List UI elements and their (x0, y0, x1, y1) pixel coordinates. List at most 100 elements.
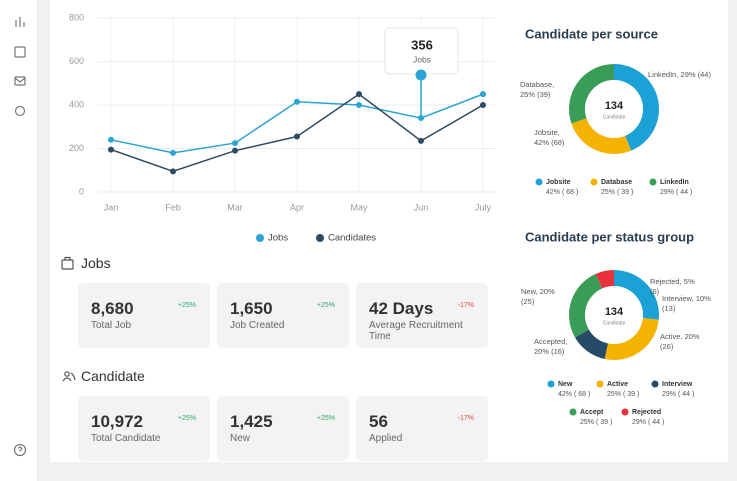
stat-card: 8,680 Total Job +25% (78, 283, 210, 348)
legend-swatch (596, 380, 604, 388)
stat-value: 1,425 (230, 412, 273, 431)
legend-detail: 25% ( 39 ) (580, 419, 612, 426)
y-tick-label: 200 (69, 143, 84, 153)
mail-icon[interactable] (14, 76, 26, 86)
x-tick-label: July (475, 202, 492, 212)
donut-slice (614, 64, 660, 151)
stat-change: +25% (316, 415, 335, 422)
x-tick-label: Mar (227, 202, 243, 212)
stat-label: New (230, 433, 251, 444)
jobs-icon (61, 259, 74, 270)
donut-slice (569, 273, 603, 338)
donut-slice (614, 270, 659, 320)
y-tick-label: 0 (79, 186, 84, 196)
legend-label: Accept (580, 409, 604, 416)
stat-change: -17% (457, 302, 474, 309)
donut-title: Candidate per source (525, 26, 658, 41)
donut-center-label: Candidate (603, 320, 626, 326)
point (480, 102, 486, 108)
callout: Interview, 10% (13) (662, 294, 711, 313)
callout: New, 20% (25) (521, 287, 555, 306)
candidate-icon-body (62, 372, 76, 382)
stat-value: 10,972 (91, 412, 143, 431)
stat-card: 1,650 Job Created +25% (217, 283, 349, 348)
callout: Jobsite, 42% (68) (534, 128, 565, 147)
legend-swatch (256, 234, 264, 242)
x-tick-label: Jun (414, 202, 429, 212)
legend-label: LinkedIn (660, 179, 689, 186)
point (232, 147, 238, 154)
point (294, 133, 300, 140)
point (480, 91, 486, 98)
stat-label: Total Candidate (91, 433, 161, 444)
settings-icon[interactable] (14, 105, 26, 117)
stat-value: 42 Days (369, 299, 434, 318)
stat-card: 42 Days Average Recruitment Time -17% (356, 283, 488, 348)
legend-detail: 25% ( 39 ) (601, 189, 633, 196)
donut-slice (575, 329, 608, 360)
legend-swatch (569, 408, 577, 416)
stat-label: Job Created (230, 320, 285, 331)
stat-label: Applied (369, 433, 403, 444)
stat-change: -17% (457, 415, 474, 422)
donut-slice (571, 118, 632, 154)
stat-card: 56 Applied -17% (356, 396, 488, 461)
point (108, 146, 114, 153)
section-title: Jobs (81, 255, 111, 271)
x-tick-label: Feb (165, 202, 181, 212)
point (170, 168, 176, 175)
stat-change: +25% (177, 302, 196, 309)
legend-detail: 29% ( 44 ) (662, 391, 694, 398)
x-tick-label: May (350, 202, 368, 212)
callout: Rejected, 5% (6) (650, 277, 695, 296)
donut-title: Candidate per status group (525, 229, 694, 244)
y-tick-label: 800 (69, 12, 84, 22)
calendar-icon[interactable] (14, 46, 26, 58)
stat-value: 1,650 (230, 299, 273, 318)
legend-label: Database (601, 179, 632, 186)
x-tick-label: Jan (104, 202, 119, 212)
callout: Database, 25% (39) (520, 80, 555, 99)
section-title: Candidate (81, 368, 145, 384)
donut-hole (585, 286, 643, 344)
legend-swatch (535, 178, 543, 186)
legend-label: Interview (662, 381, 693, 388)
donut-slice (604, 318, 659, 360)
stat-label: Average Recruitment Time (369, 320, 463, 342)
stat-value: 56 (369, 412, 388, 431)
help-icon-mark (17, 446, 23, 452)
stat-card: 10,972 Total Candidate +25% (78, 396, 210, 461)
point (232, 140, 238, 147)
y-tick-label: 400 (69, 99, 84, 109)
stat-change: +25% (316, 302, 335, 309)
legend-label: Jobs (268, 233, 288, 244)
chart-icon[interactable] (15, 17, 25, 27)
mail-icon-flap (14, 77, 26, 83)
jobs-icon-handle (64, 256, 71, 260)
callout: Active, 20% (26) (660, 332, 700, 351)
legend-swatch (651, 380, 659, 388)
point (294, 98, 300, 105)
legend-swatch (316, 234, 324, 242)
tooltip-dot (415, 69, 427, 81)
legend-swatch (590, 178, 598, 186)
tooltip-value: 356 (411, 37, 433, 52)
point (108, 136, 114, 143)
x-tick-label: Apr (290, 202, 304, 212)
sidebar (0, 0, 38, 481)
stat-value: 8,680 (91, 299, 134, 318)
donut-slice (595, 270, 614, 289)
donut-center-label: Candidate (603, 114, 626, 120)
legend-swatch (621, 408, 629, 416)
stat-label: Total Job (91, 320, 132, 331)
callout: Accepted, 20% (16) (534, 337, 568, 356)
point (356, 91, 362, 98)
legend-label: Candidates (328, 233, 376, 244)
donut-center-value: 134 (605, 100, 624, 112)
legend-swatch (649, 178, 657, 186)
help-icon[interactable] (13, 443, 27, 457)
candidate-icon (64, 371, 70, 377)
legend-detail: 25% ( 39 ) (607, 391, 639, 398)
